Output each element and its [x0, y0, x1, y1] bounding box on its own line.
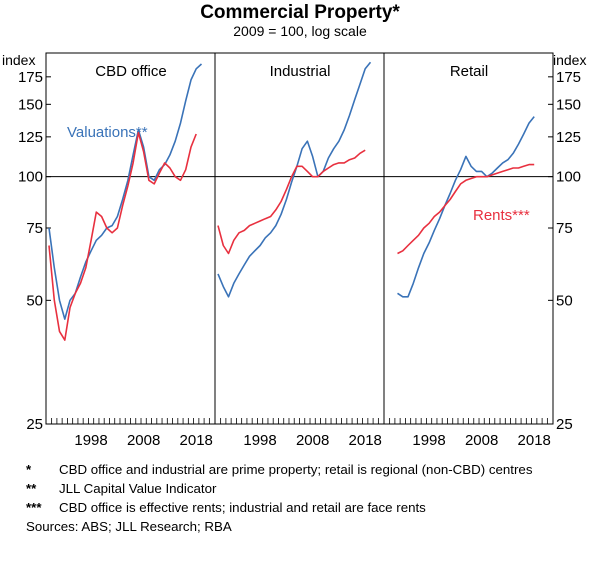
note-2-mark: **: [26, 481, 37, 496]
x-tick-label: 2008: [296, 432, 329, 449]
chart-notes: * CBD office and industrial are prime pr…: [26, 462, 586, 535]
commercial-property-chart: Commercial Property* 2009 = 100, log sca…: [2, 2, 586, 449]
y-tick-label-left: 25: [26, 416, 43, 433]
y-axis-label-right: index: [553, 52, 586, 68]
series-label-valuations: Valuations**: [67, 124, 148, 141]
x-tick-label: 2018: [180, 432, 213, 449]
note-2: ** JLL Capital Value Indicator: [26, 481, 586, 497]
y-tick-label-right: 125: [556, 129, 581, 146]
note-3-text: CBD office is effective rents; industria…: [59, 500, 426, 515]
note-3-mark: ***: [26, 500, 42, 515]
rents-line: [48, 131, 197, 341]
note-1-mark: *: [26, 462, 32, 477]
y-tick-label-right: 25: [556, 416, 573, 433]
note-1: * CBD office and industrial are prime pr…: [26, 462, 586, 478]
valuations-line: [217, 61, 372, 298]
x-tick-label: 1998: [243, 432, 276, 449]
panel-title-cbd-office: CBD office: [95, 63, 166, 80]
series-label-rents: Rents***: [473, 207, 530, 224]
y-axis-label-left: index: [2, 52, 35, 68]
note-1-text: CBD office and industrial are prime prop…: [59, 462, 533, 477]
x-tick-label: 2018: [349, 432, 382, 449]
y-tick-label-left: 175: [18, 69, 43, 86]
y-tick-label-right: 75: [556, 220, 573, 237]
panel-title-retail: Retail: [450, 63, 488, 80]
y-tick-label-right: 50: [556, 292, 573, 309]
x-tick-label: 1998: [74, 432, 107, 449]
x-tick-label: 1998: [412, 432, 445, 449]
y-tick-label-right: 100: [556, 169, 581, 186]
note-2-text: JLL Capital Value Indicator: [59, 481, 217, 496]
y-tick-label-left: 50: [26, 292, 43, 309]
rents-line: [217, 149, 366, 255]
panel-title-industrial: Industrial: [270, 63, 331, 80]
sources: Sources: ABS; JLL Research; RBA: [26, 519, 232, 534]
y-tick-label-left: 125: [18, 129, 43, 146]
valuations-line: [48, 63, 203, 320]
rents-line: [397, 163, 535, 255]
x-tick-label: 2008: [127, 432, 160, 449]
y-tick-label-left: 150: [18, 96, 43, 113]
y-tick-label-left: 100: [18, 169, 43, 186]
x-tick-label: 2018: [518, 432, 551, 449]
chart-title: Commercial Property*: [200, 2, 400, 23]
chart-subtitle: 2009 = 100, log scale: [233, 23, 367, 39]
y-tick-label-right: 150: [556, 96, 581, 113]
y-tick-label-right: 175: [556, 69, 581, 86]
valuations-line: [397, 116, 535, 298]
plot-frame: [45, 52, 554, 425]
note-3: *** CBD office is effective rents; indus…: [26, 500, 586, 516]
x-tick-label: 2008: [465, 432, 498, 449]
y-tick-label-left: 75: [26, 220, 43, 237]
